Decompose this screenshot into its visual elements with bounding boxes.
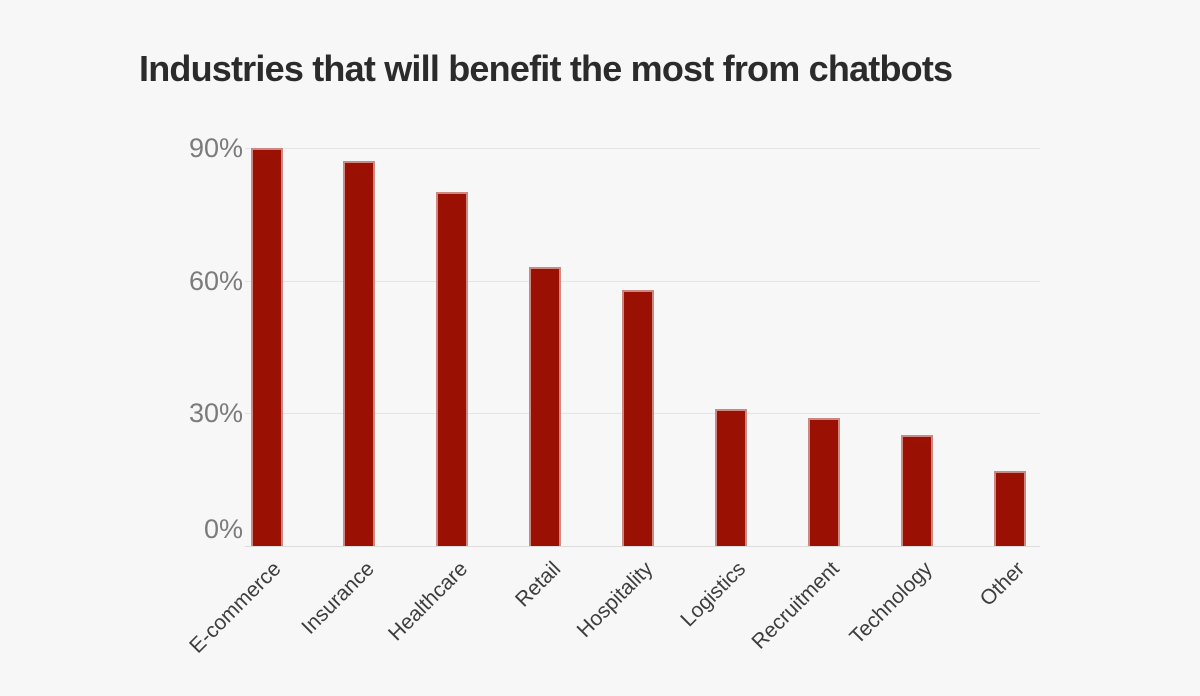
gridline-90 [245,148,1040,149]
x-axis-category-label-technology: Technology [844,557,937,649]
bar-hospitality [622,289,655,546]
y-axis-tick-label-60: 60% [188,265,243,296]
bar-recruitment [807,417,840,546]
x-axis-category-label-logistics: Logistics [676,557,751,632]
bar-other [993,470,1026,546]
gridline-60 [245,280,1040,282]
y-axis-tick-label-30: 30% [188,398,243,429]
y-axis-tick-label-90: 90% [188,133,243,163]
x-axis-category-label-e-commerce: E-commerce [185,557,287,658]
bar-logistics [715,408,747,546]
x-axis-category-label-retail: Retail [510,557,565,612]
bar-e-commerce [250,148,283,546]
x-axis-category-label-insurance: Insurance [297,557,379,639]
chart-title: Industries that will benefit the most fr… [139,48,953,89]
x-axis-category-label-healthcare: Healthcare [383,557,472,646]
bar-technology [900,435,933,546]
y-axis-tick-label-0: 0% [203,514,243,544]
x-axis-category-label-other: Other [975,557,1030,611]
x-axis-category-label-hospitality: Hospitality [572,557,658,643]
bar-healthcare [436,192,469,546]
bar-insurance [343,161,376,546]
x-axis-category-label-recruitment: Recruitment [747,557,844,654]
x-axis-line [245,546,1040,547]
bar-retail [529,267,562,546]
